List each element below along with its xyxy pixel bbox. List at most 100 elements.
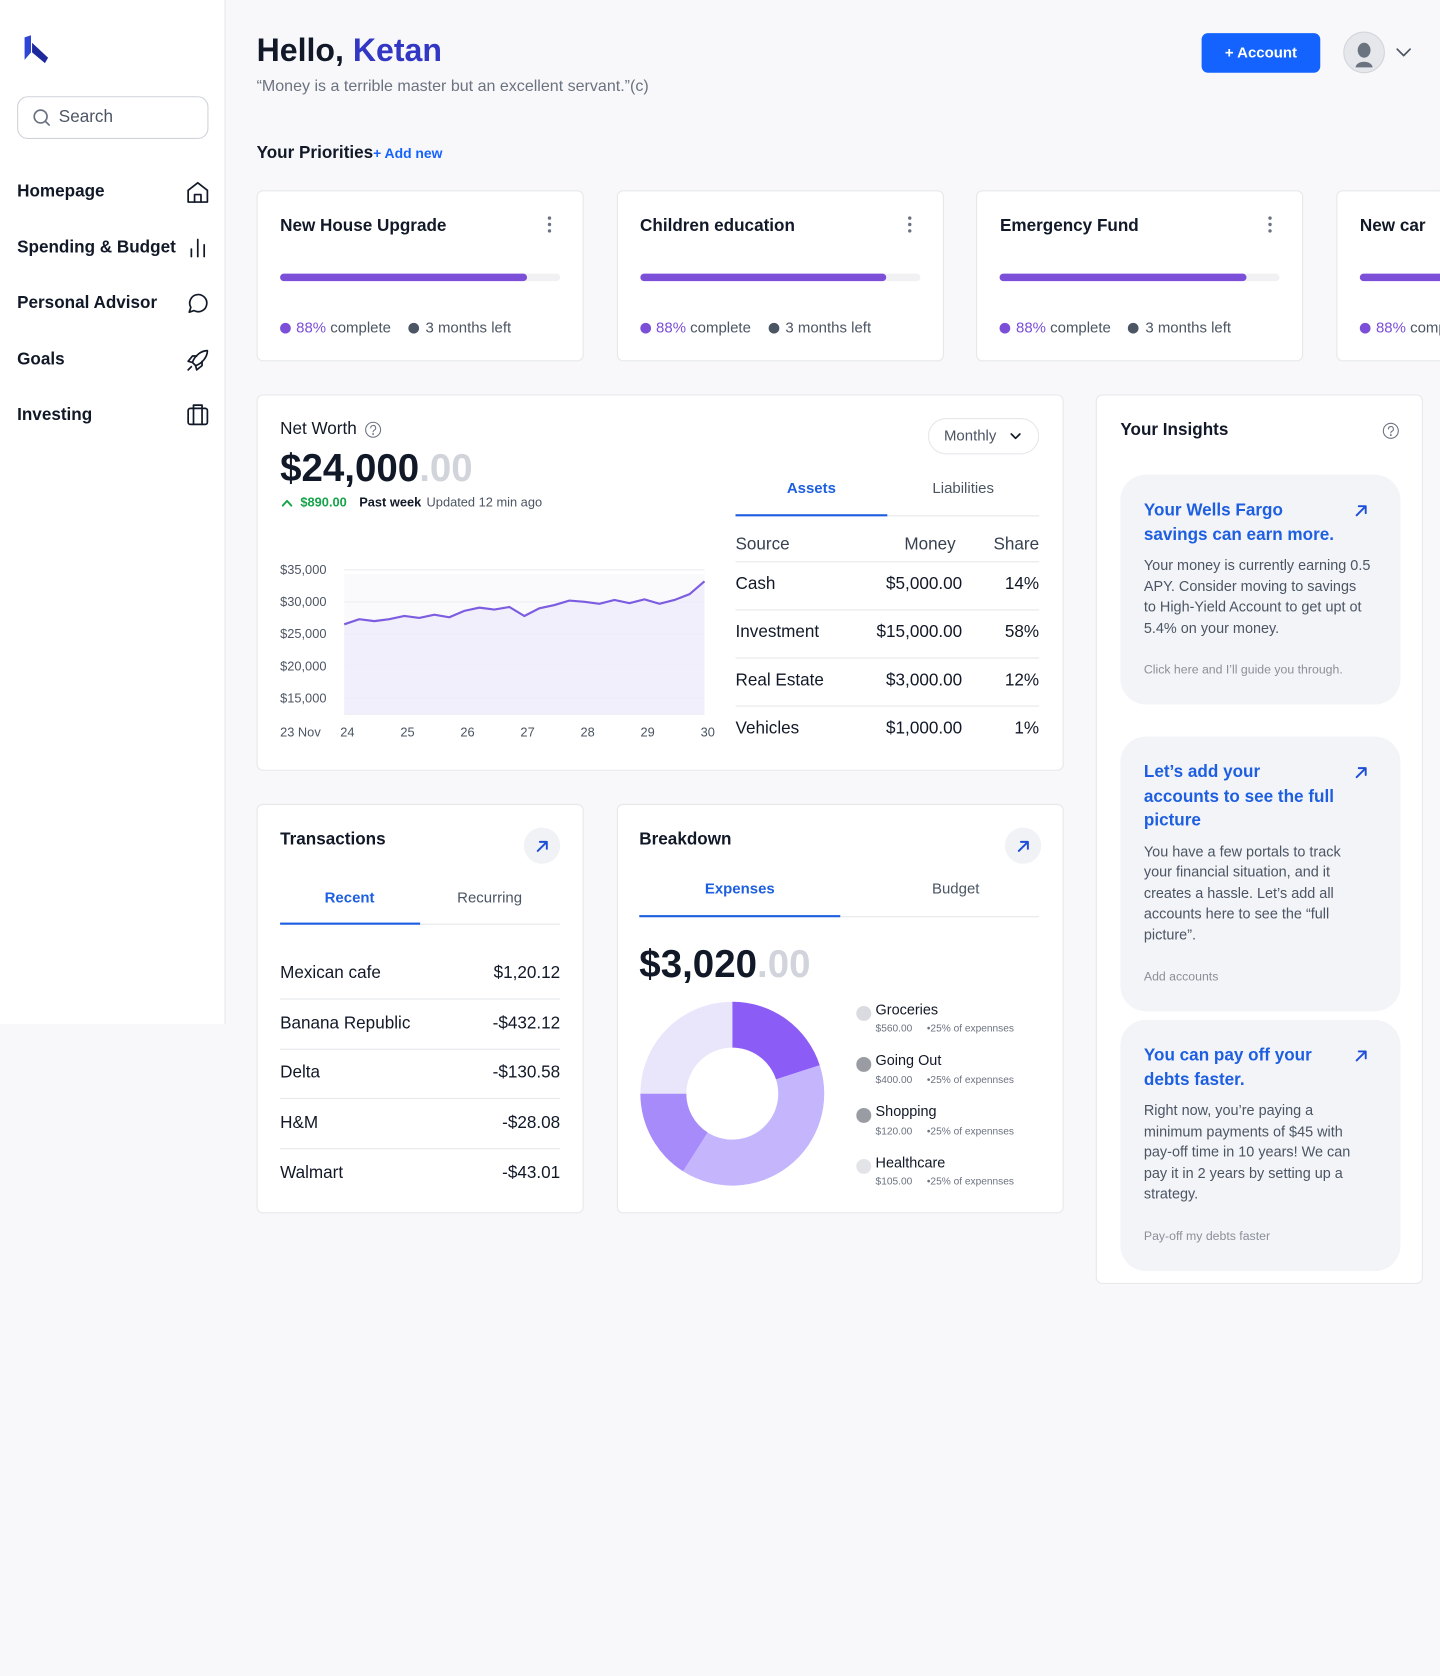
goals-icon[interactable] bbox=[187, 349, 209, 371]
insight-title: Let’s add your accounts to see the full … bbox=[1143, 763, 1334, 830]
insight-card[interactable]: You can pay off your debts faster. Right … bbox=[1120, 1019, 1401, 1271]
donut-segment bbox=[640, 1093, 708, 1172]
search-icon bbox=[33, 109, 51, 126]
search-box[interactable] bbox=[17, 96, 209, 139]
merchant: Banana Republic bbox=[280, 1014, 411, 1033]
status-text: complete bbox=[1050, 318, 1111, 336]
row-divider bbox=[735, 705, 1040, 707]
status-dot bbox=[408, 322, 420, 334]
amount: $3,020 bbox=[639, 941, 757, 986]
tab[interactable]: Recurring bbox=[457, 888, 523, 906]
account-button[interactable] bbox=[1201, 33, 1321, 73]
advisor-icon[interactable] bbox=[188, 293, 208, 314]
time-left: 3 months left bbox=[785, 318, 872, 336]
avatar bbox=[1355, 42, 1373, 68]
share: 14% bbox=[1004, 574, 1040, 594]
status-text: complete bbox=[330, 318, 391, 336]
greeting: Hello, Ketan bbox=[257, 29, 442, 74]
legend-amount: $400.00 bbox=[875, 1074, 913, 1087]
section-title: Your Priorities bbox=[256, 144, 374, 163]
row-divider bbox=[280, 1098, 561, 1100]
period-select[interactable] bbox=[927, 417, 1040, 455]
area bbox=[344, 581, 705, 715]
source: Investment bbox=[735, 623, 820, 642]
progress-fill bbox=[280, 273, 527, 282]
tab[interactable]: Liabilities bbox=[932, 479, 994, 497]
amount: -$43.01 bbox=[502, 1164, 561, 1183]
progress-fill bbox=[999, 273, 1247, 282]
tab-underline bbox=[639, 915, 841, 918]
nav-item[interactable]: Homepage bbox=[17, 182, 105, 201]
account-button-label[interactable]: + Account bbox=[1224, 44, 1298, 62]
nav-item[interactable]: Investing bbox=[17, 406, 93, 425]
status-dot bbox=[1128, 322, 1139, 334]
insight-link[interactable]: Pay-off my debts faster bbox=[1143, 1229, 1271, 1243]
y-tick-label: $15,000 bbox=[280, 690, 327, 706]
legend-dot bbox=[856, 1107, 872, 1123]
tab-rule bbox=[280, 923, 561, 925]
row-divider bbox=[280, 1048, 561, 1050]
change: $890.00 bbox=[300, 494, 347, 510]
merchant: Delta bbox=[280, 1064, 321, 1083]
tab[interactable]: Recent bbox=[324, 888, 375, 906]
nav-item[interactable]: Spending & Budget bbox=[17, 238, 176, 257]
user-name: Ketan bbox=[352, 33, 442, 69]
table-header: Share bbox=[993, 535, 1040, 554]
progress-label: 88% bbox=[1375, 318, 1406, 336]
select-chevron[interactable] bbox=[1010, 433, 1021, 440]
legend-share: •25% of expennses bbox=[926, 1074, 1014, 1087]
add-new[interactable]: + Add new bbox=[373, 145, 443, 162]
tab-underline bbox=[735, 514, 888, 517]
x-tick-label: 24 bbox=[340, 724, 355, 740]
legend-name: Groceries bbox=[875, 1001, 939, 1018]
card-title: Net Worth bbox=[280, 419, 357, 439]
priority-title: Emergency Fund bbox=[999, 216, 1139, 235]
nav-item[interactable]: Goals bbox=[17, 350, 65, 369]
time-left: 3 months left bbox=[1145, 318, 1232, 336]
net-worth-amount: $24,000.00 bbox=[280, 441, 473, 495]
row-divider bbox=[735, 609, 1040, 611]
legend-dot bbox=[856, 1005, 872, 1021]
tab-rule bbox=[735, 515, 1040, 517]
home-icon[interactable] bbox=[187, 181, 209, 203]
legend-amount: $120.00 bbox=[875, 1125, 913, 1138]
insight-title: You can pay off your debts faster. bbox=[1143, 1046, 1312, 1089]
insight-card[interactable]: Your Wells Fargo savings can earn more. Y… bbox=[1120, 474, 1401, 705]
merchant: Mexican cafe bbox=[280, 964, 381, 983]
x-tick-label: 30 bbox=[700, 724, 715, 740]
table-header: Source bbox=[735, 535, 790, 554]
tab[interactable]: Budget bbox=[932, 880, 980, 898]
insight-card[interactable]: Let’s add your accounts to see the full … bbox=[1120, 736, 1401, 1012]
open-icon[interactable] bbox=[536, 505, 1367, 1062]
nav-item[interactable]: Personal Advisor bbox=[17, 293, 158, 312]
share: 1% bbox=[1014, 719, 1040, 738]
insight-link[interactable]: Click here and I’ll guide you through. bbox=[1143, 663, 1343, 677]
source: Real Estate bbox=[735, 671, 824, 690]
period[interactable]: Monthly bbox=[943, 426, 997, 444]
help-icon[interactable] bbox=[365, 421, 1399, 439]
sidebar bbox=[0, 0, 226, 1025]
logo bbox=[24, 35, 32, 60]
menu-chevron[interactable] bbox=[1396, 48, 1411, 57]
share: 12% bbox=[1004, 671, 1040, 690]
insight-title: Your Wells Fargo savings can earn more. bbox=[1143, 501, 1335, 544]
money: $15,000.00 bbox=[876, 623, 963, 642]
budget-icon[interactable] bbox=[190, 238, 206, 258]
status-dot bbox=[1359, 322, 1371, 334]
tab[interactable]: Assets bbox=[786, 479, 836, 497]
line bbox=[343, 580, 706, 626]
x-tick-label: 26 bbox=[460, 724, 475, 740]
investing-icon[interactable] bbox=[187, 404, 209, 426]
progress-label: 88% bbox=[656, 318, 687, 336]
insight-link[interactable]: Add accounts bbox=[1143, 970, 1219, 984]
legend-share: •25% of expennses bbox=[926, 1023, 1014, 1036]
transactions-card bbox=[256, 803, 584, 1214]
row-divider bbox=[735, 561, 1040, 563]
card-menu[interactable] bbox=[547, 216, 1272, 233]
merchant: H&M bbox=[280, 1114, 319, 1133]
logo bbox=[32, 42, 49, 64]
status: 88% complete bbox=[1376, 318, 1440, 339]
tab[interactable]: Expenses bbox=[704, 880, 775, 898]
